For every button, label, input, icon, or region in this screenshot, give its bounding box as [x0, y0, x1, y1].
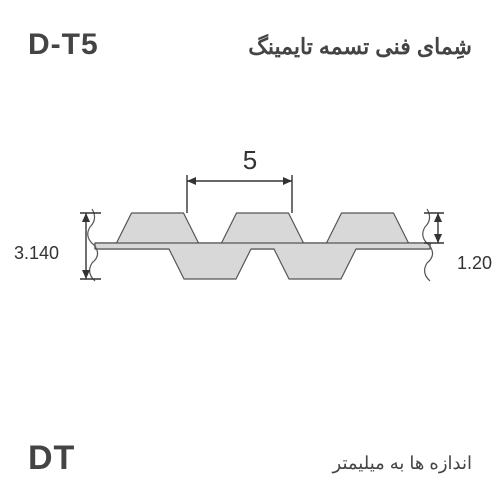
- belt-diagram: 5 3.140 1.20: [0, 145, 500, 365]
- header: D-T5 شِمای فنی تسمه تایمینگ: [0, 28, 500, 62]
- pitch-dimension-label: 5: [243, 145, 257, 176]
- footer: DT اندازه ها به میلیمتر: [0, 439, 500, 478]
- units-note: اندازه ها به میلیمتر: [333, 453, 472, 474]
- title-fa: شِمای فنی تسمه تایمینگ: [248, 34, 472, 60]
- overall-height-label: 3.140: [14, 243, 59, 264]
- brand-code: DT: [28, 439, 75, 478]
- tooth-height-label: 1.20: [457, 253, 492, 274]
- model-code: D-T5: [28, 28, 99, 62]
- belt-cross-section-svg: [0, 145, 500, 365]
